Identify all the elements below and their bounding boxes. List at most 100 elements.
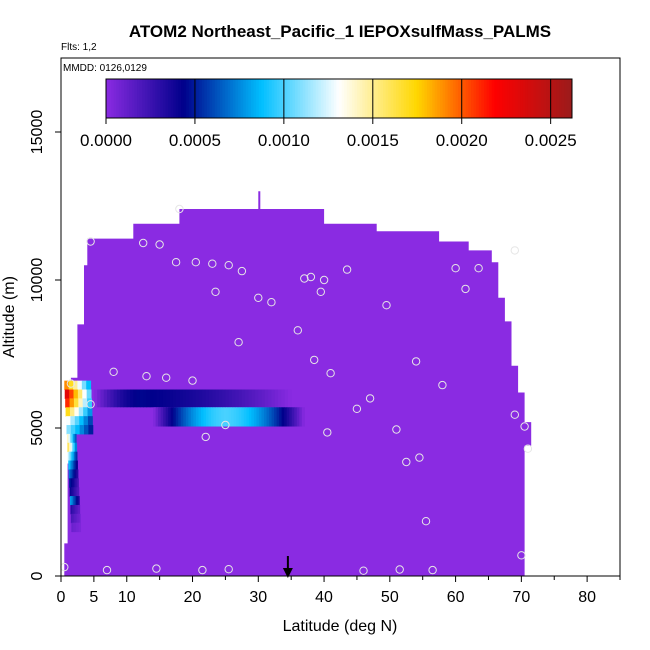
colorbar-segment — [419, 79, 423, 118]
colorbar-segment — [450, 79, 454, 118]
colorbar-segment — [326, 79, 330, 118]
colorbar-segment — [196, 79, 200, 118]
profile-cell — [78, 513, 81, 524]
plume-cell — [299, 407, 303, 427]
colorbar-segment — [543, 79, 547, 118]
colorbar-segment — [183, 79, 187, 118]
profile-cell — [74, 522, 77, 533]
colorbar-segment — [302, 79, 306, 118]
plume-cell — [103, 389, 108, 408]
profile-cell — [77, 389, 83, 399]
sample-point — [421, 517, 431, 526]
colorbar-segment — [447, 79, 451, 118]
profile-cell — [74, 416, 80, 426]
profile-cell — [75, 522, 78, 533]
profile-cell — [70, 469, 73, 479]
colorbar-segment — [416, 79, 420, 118]
plume-cell — [233, 407, 237, 427]
colorbar-segment — [287, 79, 291, 118]
colorbar-tick-label: 0.0025 — [525, 131, 577, 150]
colorbar-segment — [439, 79, 444, 118]
colorbar-segment — [331, 79, 335, 118]
colorbar-segment — [476, 79, 480, 118]
profile-cell — [70, 513, 73, 524]
y-tick-label: 10000 — [29, 258, 46, 303]
plume-cell — [246, 407, 250, 427]
plume-cell — [235, 389, 240, 408]
plume-cell — [192, 389, 197, 408]
plume-cell — [248, 389, 253, 408]
colorbar-tick-label: 0.0020 — [436, 131, 488, 150]
plume-cell — [279, 407, 283, 427]
sample-point — [142, 372, 151, 381]
colorbar-segment — [512, 79, 516, 118]
sample-point — [175, 204, 184, 214]
colorbar-segment — [566, 79, 570, 118]
profile-cell — [67, 451, 70, 462]
sample-point — [411, 357, 421, 366]
colorbar-segment — [108, 79, 112, 118]
profile-cell — [69, 433, 73, 444]
plume-cell — [160, 407, 164, 427]
plume-cell — [123, 389, 128, 408]
colorbar-segment — [199, 79, 203, 118]
sample-point — [139, 238, 148, 248]
profile-cell — [73, 433, 76, 444]
colorbar-segment — [390, 79, 394, 118]
sample-point — [237, 266, 247, 276]
colorbar-segment — [289, 79, 293, 118]
colorbar-segment — [346, 79, 350, 118]
sample-point — [510, 246, 519, 255]
colorbar-segment — [455, 79, 459, 118]
colorbar-segment — [341, 79, 345, 118]
colorbar-segment — [116, 79, 120, 118]
plume-cell — [93, 389, 98, 408]
colorbar-segment — [194, 79, 198, 118]
colorbar-segment — [553, 79, 557, 118]
profile-cell — [71, 469, 74, 479]
plume-cell — [281, 407, 285, 427]
colorbar-segment — [147, 79, 151, 118]
profile-cell — [66, 433, 69, 444]
plume-cell — [149, 389, 154, 408]
colorbar-segment — [388, 79, 392, 118]
sample-point — [162, 373, 171, 382]
y-tick-label: 5000 — [29, 410, 46, 446]
plume-cell — [281, 389, 286, 408]
colorbar-segment — [507, 79, 511, 118]
colorbar-segment — [191, 79, 195, 118]
profile-cell — [77, 380, 83, 391]
profile-cell — [72, 487, 75, 497]
y-axis-label: Altitude (m) — [1, 276, 18, 358]
profile-cell — [71, 442, 74, 453]
plume-cell — [231, 407, 235, 427]
plume-cell — [228, 389, 233, 408]
profile-cell — [69, 487, 72, 497]
plume-cell — [120, 389, 125, 408]
plume-cell — [223, 407, 227, 427]
colorbar-segment — [351, 79, 356, 118]
sample-point — [342, 265, 352, 274]
plume-cell — [182, 389, 187, 408]
colorbar-segment — [250, 79, 255, 118]
plume-cell — [294, 407, 298, 427]
plume-cell — [143, 389, 148, 408]
sample-point — [191, 258, 201, 267]
plume-cell — [261, 407, 265, 427]
colorbar-segment — [305, 79, 309, 118]
colorbar-segment — [111, 79, 115, 118]
plume-cell — [236, 407, 240, 427]
colorbar-segment — [315, 79, 319, 118]
profile-cell — [76, 504, 79, 515]
colorbar-segment — [533, 79, 537, 118]
sample-point — [234, 338, 243, 347]
sample-point — [438, 380, 447, 390]
profile-cell — [70, 504, 73, 515]
plume-cell — [176, 389, 180, 408]
sample-point — [365, 394, 375, 403]
colorbar-segment — [445, 79, 449, 118]
sample-point — [352, 404, 362, 413]
colorbar-segment — [481, 79, 485, 118]
x-tick-label: 10 — [118, 589, 136, 606]
sample-point — [66, 379, 76, 388]
